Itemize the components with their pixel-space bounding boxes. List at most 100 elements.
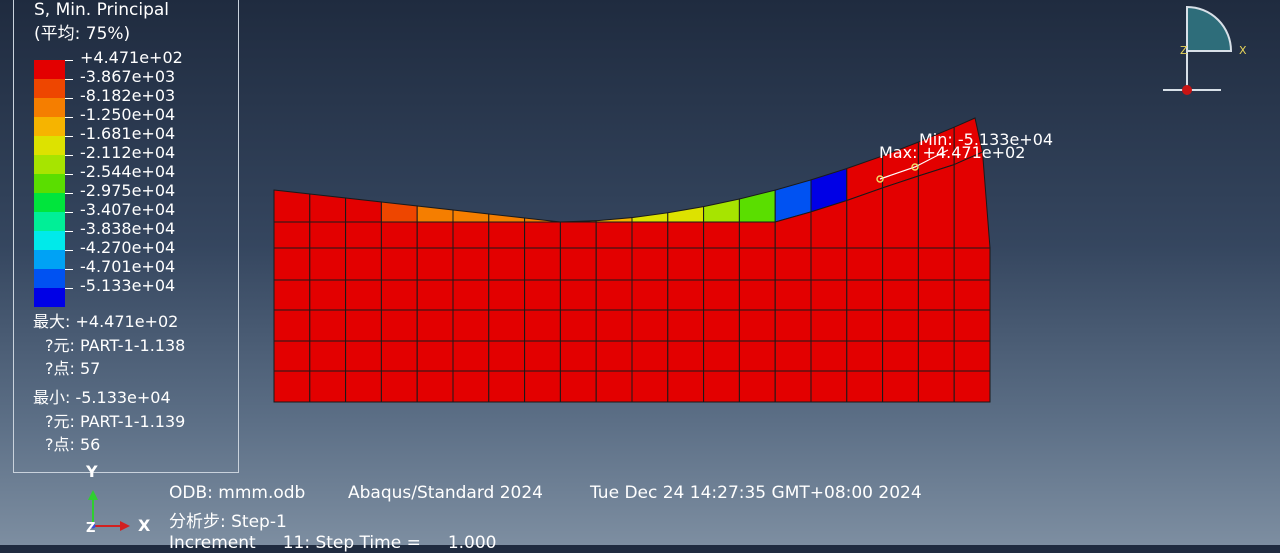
mesh-element: [559, 221, 597, 249]
min-marker-label: Min: -5.133e+04: [919, 130, 1053, 149]
mesh-element: [667, 221, 705, 249]
legend-tick: [65, 174, 73, 175]
increment-info: Increment 11: Step Time = 1.000: [169, 533, 497, 553]
triad-y-label: Y: [85, 462, 98, 481]
legend-label: -3.867e+03: [80, 67, 176, 86]
mesh-element: [380, 201, 418, 223]
max-node-marker: [876, 175, 884, 183]
mesh-element: [882, 309, 919, 342]
color-swatch: [34, 212, 65, 231]
mesh-element: [631, 279, 669, 311]
mesh-element: [774, 309, 812, 342]
mesh-element: [703, 340, 740, 372]
mesh-element: [452, 221, 490, 249]
triad-z-label: Z: [86, 521, 95, 536]
mesh-element: [452, 209, 490, 223]
mesh-element: [882, 247, 919, 281]
view-cube[interactable]: Z X: [1163, 5, 1247, 95]
mesh-element: [488, 309, 526, 342]
mesh-element: [524, 247, 561, 281]
mesh-element: [774, 340, 812, 372]
mesh-element: [273, 221, 311, 249]
legend-tick: [65, 117, 73, 118]
triad-y-arrow-icon: [88, 490, 98, 500]
mesh-element: [595, 340, 633, 372]
mesh-element: [309, 279, 347, 311]
mesh-element: [846, 340, 884, 372]
mesh-element: [559, 370, 597, 403]
legend-averaging: (平均: 75%): [34, 24, 131, 44]
legend-max-node: ?点: 57: [45, 359, 101, 378]
mesh-element: [882, 175, 919, 249]
legend-max-value: 最大: +4.471e+02: [33, 312, 179, 331]
mesh-element: [416, 309, 454, 342]
mesh-element: [345, 247, 382, 281]
legend-tick: [65, 231, 73, 232]
mesh-element: [953, 340, 991, 372]
mesh-element: [488, 213, 526, 223]
mesh-element: [917, 370, 955, 403]
color-bar: [34, 60, 65, 307]
mesh-element: [631, 221, 669, 249]
mesh-element: [380, 247, 418, 281]
mesh-element: [380, 309, 418, 342]
legend-title: S, Min. Principal: [34, 0, 170, 20]
mesh-element: [416, 370, 454, 403]
mesh-element: [667, 309, 705, 342]
legend-tick: [65, 136, 73, 137]
mesh-element: [703, 247, 740, 281]
fe-mesh: [273, 117, 991, 403]
mesh-element: [917, 279, 955, 311]
mesh-element: [524, 217, 561, 223]
color-swatch: [34, 269, 65, 288]
legend-tick: [65, 193, 73, 194]
mesh-element: [416, 221, 454, 249]
color-swatch: [34, 288, 65, 307]
mesh-element: [488, 221, 526, 249]
mesh-element: [345, 340, 382, 372]
mesh-element: [524, 340, 561, 372]
mesh-element: [810, 247, 848, 281]
legend-tick: [65, 250, 73, 251]
mesh-element: [595, 309, 633, 342]
mesh-element: [380, 221, 418, 249]
coordinate-triad: Y Z X: [85, 462, 151, 536]
mesh-element: [738, 221, 776, 249]
mesh-element: [488, 279, 526, 311]
mesh-element: [667, 247, 705, 281]
mesh-element: [273, 189, 311, 223]
mesh-element: [595, 370, 633, 403]
mesh-element: [846, 247, 884, 281]
mesh-element: [953, 370, 991, 403]
mesh-element: [882, 340, 919, 372]
mesh-element: [380, 370, 418, 403]
mesh-element: [273, 279, 311, 311]
mesh-element: [738, 247, 776, 281]
mesh-element: [703, 221, 740, 249]
mesh-element: [917, 309, 955, 342]
legend-max-element: ?元: PART-1-1.138: [45, 336, 186, 355]
mesh-element: [953, 247, 991, 281]
color-swatch: [34, 250, 65, 269]
mesh-element: [882, 279, 919, 311]
legend-label: -2.112e+04: [80, 143, 176, 162]
mesh-element: [380, 340, 418, 372]
triad-x-arrow-icon: [120, 521, 130, 531]
mesh-element: [416, 247, 454, 281]
legend-label: -1.681e+04: [80, 124, 176, 143]
mesh-element: [738, 279, 776, 311]
mesh-element: [667, 340, 705, 372]
mesh-element: [488, 247, 526, 281]
mesh-element: [953, 309, 991, 342]
legend-tick: [65, 98, 73, 99]
legend-label: -2.975e+04: [80, 181, 176, 200]
mesh-element: [917, 340, 955, 372]
legend-label: -3.838e+04: [80, 219, 176, 238]
mesh-element: [917, 163, 955, 249]
mesh-element: [488, 340, 526, 372]
mesh-element: [524, 370, 561, 403]
legend-min-value: 最小: -5.133e+04: [33, 388, 171, 407]
mesh-element: [703, 279, 740, 311]
mesh-element: [810, 279, 848, 311]
